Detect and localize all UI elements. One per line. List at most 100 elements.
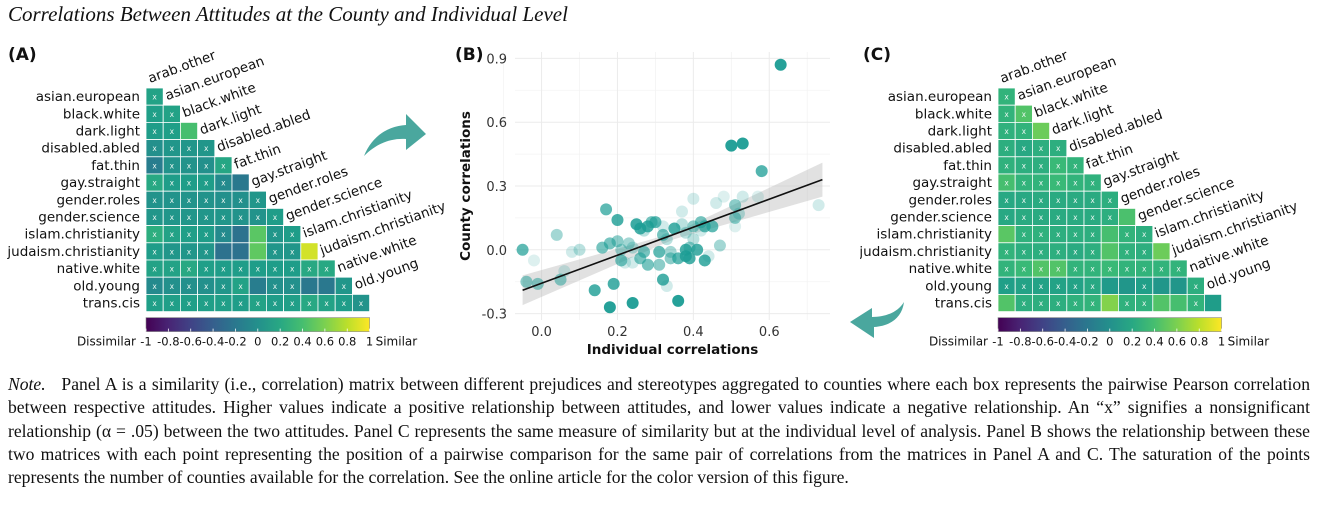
nonsignificant-mark: x bbox=[1022, 282, 1027, 291]
nonsignificant-mark: x bbox=[1056, 196, 1061, 205]
nonsignificant-mark: x bbox=[290, 265, 295, 274]
nonsignificant-mark: x bbox=[1125, 299, 1130, 308]
nonsignificant-mark: x bbox=[152, 127, 157, 136]
nonsignificant-mark: x bbox=[1022, 265, 1027, 274]
colorbar-tick-label: -0.6 bbox=[179, 335, 201, 349]
scatter-point bbox=[729, 220, 742, 233]
scatter-point bbox=[660, 279, 673, 292]
nonsignificant-mark: x bbox=[204, 230, 209, 239]
colorbar-tick-label: 0.2 bbox=[1123, 335, 1141, 349]
nonsignificant-mark: x bbox=[1004, 179, 1009, 188]
nonsignificant-mark: x bbox=[1056, 282, 1061, 291]
nonsignificant-mark: x bbox=[187, 179, 192, 188]
nonsignificant-mark: x bbox=[1039, 265, 1044, 274]
colorbar-tick-label: -0.4 bbox=[202, 335, 224, 349]
scatter-point bbox=[657, 220, 670, 233]
nonsignificant-mark: x bbox=[187, 196, 192, 205]
nonsignificant-mark: x bbox=[187, 299, 192, 308]
colorbar-tick-label: 0.8 bbox=[338, 335, 356, 349]
row-label: gender.roles bbox=[908, 192, 992, 208]
scatter-point bbox=[698, 254, 711, 267]
nonsignificant-mark: x bbox=[273, 282, 278, 291]
scatter-point bbox=[611, 235, 624, 248]
nonsignificant-mark: x bbox=[152, 213, 157, 222]
nonsignificant-mark: x bbox=[238, 265, 243, 274]
nonsignificant-mark: x bbox=[1090, 247, 1095, 256]
nonsignificant-mark: x bbox=[324, 299, 329, 308]
nonsignificant-mark: x bbox=[1056, 299, 1061, 308]
nonsignificant-mark: x bbox=[152, 93, 157, 102]
nonsignificant-mark: x bbox=[204, 161, 209, 170]
heatmap-cell bbox=[300, 276, 319, 295]
heatmap-cell bbox=[1152, 242, 1171, 261]
row-label: asian.european bbox=[36, 89, 140, 105]
nonsignificant-mark: x bbox=[170, 179, 175, 188]
nonsignificant-mark: x bbox=[221, 161, 226, 170]
note-text: Panel A is a similarity (i.e., correlati… bbox=[8, 374, 1310, 488]
row-label: judaism.christianity bbox=[860, 244, 992, 260]
scatter-point bbox=[600, 203, 613, 216]
scatter-point bbox=[653, 258, 666, 271]
nonsignificant-mark: x bbox=[152, 230, 157, 239]
nonsignificant-mark: x bbox=[1039, 282, 1044, 291]
nonsignificant-mark: x bbox=[1108, 213, 1113, 222]
nonsignificant-mark: x bbox=[221, 213, 226, 222]
nonsignificant-mark: x bbox=[1022, 247, 1027, 256]
nonsignificant-mark: x bbox=[1039, 196, 1044, 205]
nonsignificant-mark: x bbox=[152, 247, 157, 256]
colorbar-tick-label: -0.6 bbox=[1031, 335, 1053, 349]
nonsignificant-mark: x bbox=[152, 299, 157, 308]
nonsignificant-mark: x bbox=[307, 265, 312, 274]
heatmap-cell bbox=[248, 225, 267, 244]
heatmap-cell bbox=[1152, 276, 1171, 295]
colorbar-tick-label: -1 bbox=[992, 335, 1003, 349]
colorbar-tick-label: 0.6 bbox=[1168, 335, 1186, 349]
panel-label-a: (A) bbox=[8, 45, 37, 65]
nonsignificant-mark: x bbox=[1090, 213, 1095, 222]
scatter-point bbox=[687, 233, 700, 246]
heatmap-cell bbox=[231, 242, 250, 261]
heatmap-cell bbox=[997, 293, 1016, 312]
nonsignificant-mark: x bbox=[204, 265, 209, 274]
scatter-point bbox=[622, 237, 635, 250]
scatter-point bbox=[653, 245, 666, 258]
scatter-point bbox=[550, 228, 563, 241]
nonsignificant-mark: x bbox=[187, 144, 192, 153]
heatmap-cell bbox=[1100, 293, 1119, 312]
nonsignificant-mark: x bbox=[1004, 282, 1009, 291]
nonsignificant-mark: x bbox=[170, 144, 175, 153]
nonsignificant-mark: x bbox=[256, 299, 261, 308]
nonsignificant-mark: x bbox=[1056, 230, 1061, 239]
scatter-point bbox=[641, 258, 654, 271]
nonsignificant-mark: x bbox=[1108, 196, 1113, 205]
scatter-point bbox=[611, 214, 624, 227]
scatter-point bbox=[687, 192, 700, 205]
x-tick-label: 0.6 bbox=[759, 325, 780, 340]
row-label: black.white bbox=[63, 106, 140, 122]
nonsignificant-mark: x bbox=[187, 161, 192, 170]
nonsignificant-mark: x bbox=[221, 265, 226, 274]
colorbar-tick-label: 0.2 bbox=[271, 335, 289, 349]
scatter-point bbox=[672, 294, 685, 307]
row-label: native.white bbox=[57, 261, 140, 277]
colorbar-tick-label: 1 bbox=[1218, 335, 1225, 349]
nonsignificant-mark: x bbox=[221, 179, 226, 188]
nonsignificant-mark: x bbox=[1073, 230, 1078, 239]
scatter-point bbox=[638, 245, 651, 258]
colorbar-tick-label: -1 bbox=[140, 335, 151, 349]
row-label: gay.straight bbox=[60, 175, 140, 191]
heatmap-cell bbox=[231, 173, 250, 192]
nonsignificant-mark: x bbox=[170, 299, 175, 308]
scatter-point bbox=[751, 190, 764, 203]
nonsignificant-mark: x bbox=[170, 230, 175, 239]
scatter-point bbox=[717, 190, 730, 203]
nonsignificant-mark: x bbox=[187, 213, 192, 222]
heatmap-cell bbox=[1031, 122, 1050, 141]
row-label: dark.light bbox=[928, 124, 992, 140]
nonsignificant-mark: x bbox=[204, 282, 209, 291]
nonsignificant-mark: x bbox=[1039, 144, 1044, 153]
nonsignificant-mark: x bbox=[152, 161, 157, 170]
nonsignificant-mark: x bbox=[1090, 299, 1095, 308]
